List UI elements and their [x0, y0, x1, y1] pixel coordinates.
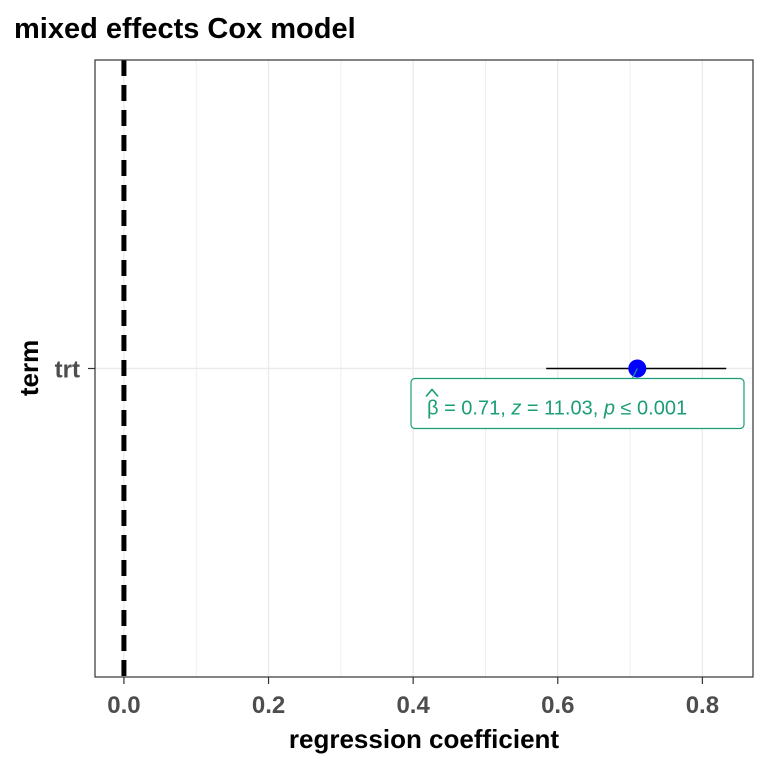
annotation-text: β = 0.71, z = 11.03, p ≤ 0.001 [427, 398, 687, 420]
annotation-z-symbol: z [510, 398, 521, 420]
annotation-beta-value: = 0.71, [439, 398, 512, 420]
annotation-beta-symbol: β [427, 398, 439, 420]
chart-title: mixed effects Cox model [14, 13, 356, 45]
x-axis-title: regression coefficient [289, 724, 560, 754]
y-tick-label: trt [55, 357, 80, 384]
x-tick-label: 0.2 [252, 692, 285, 719]
annotation-leader [631, 368, 638, 379]
plot-panel: 0.0 0.2 0.4 0.6 0.8 trt β = 0.71, z = 11.03, p… [55, 59, 754, 719]
annotation-p-value: ≤ 0.001 [615, 398, 687, 420]
annotation-p-symbol: p [603, 398, 615, 420]
annotation-z-value: = 11.03, [521, 398, 603, 420]
annotation-hat-mark [425, 388, 439, 398]
x-tick-label: 0.0 [107, 692, 140, 719]
x-tick-label: 0.8 [686, 692, 719, 719]
x-tick-label: 0.6 [541, 692, 574, 719]
annotation-box [410, 377, 745, 430]
x-tick-label: 0.4 [396, 692, 430, 719]
y-axis-title: term [14, 340, 44, 396]
